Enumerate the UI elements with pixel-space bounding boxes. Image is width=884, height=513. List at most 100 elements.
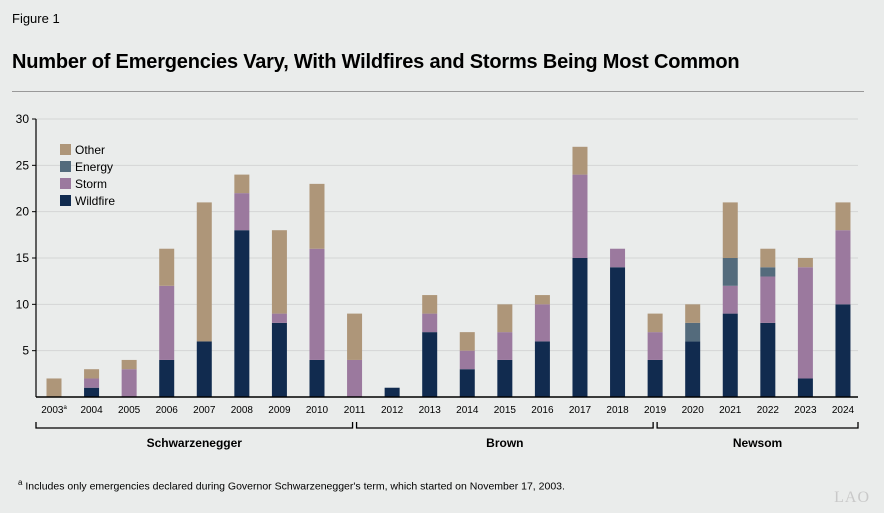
x-tick-label: 2022 <box>757 405 780 416</box>
bar-other-2003 <box>46 378 62 397</box>
y-tick-label: 30 <box>16 112 30 126</box>
bar-storm-2019 <box>647 332 663 360</box>
bar-wildfire-2008 <box>234 230 250 397</box>
bar-other-2016 <box>534 295 550 305</box>
x-tick-label: 2016 <box>531 405 554 416</box>
bar-storm-2016 <box>534 304 550 342</box>
footnote-text: Includes only emergencies declared durin… <box>25 480 565 493</box>
bar-wildfire-2018 <box>610 267 626 397</box>
bar-wildfire-2012 <box>384 387 400 397</box>
bar-other-2011 <box>347 313 363 360</box>
x-tick-label: 2021 <box>719 405 742 416</box>
bar-wildfire-2010 <box>309 359 325 397</box>
bar-storm-2011 <box>347 359 363 397</box>
bar-wildfire-2016 <box>534 341 550 397</box>
group-label-schwarzenegger: Schwarzenegger <box>147 436 243 450</box>
x-tick-label: 2003a <box>41 405 67 416</box>
bar-wildfire-2009 <box>271 322 287 397</box>
bar-wildfire-2019 <box>647 359 663 397</box>
x-tick-label: 2017 <box>569 405 592 416</box>
bar-other-2004 <box>84 369 100 379</box>
x-tick-label: 2011 <box>344 405 366 416</box>
footnote-marker: a <box>18 478 23 487</box>
x-tick-label: 2010 <box>306 405 329 416</box>
y-tick-label: 15 <box>16 251 30 265</box>
bar-energy-2021 <box>722 258 738 286</box>
x-tick-label: 2015 <box>494 405 517 416</box>
bar-other-2019 <box>647 313 663 333</box>
x-tick-label: 2024 <box>832 405 855 416</box>
bar-other-2013 <box>422 295 438 314</box>
y-tick-label: 5 <box>22 344 29 358</box>
x-tick-label: 2012 <box>381 405 404 416</box>
x-tick-label: 2007 <box>193 405 216 416</box>
bar-storm-2023 <box>797 267 813 379</box>
bar-storm-2018 <box>610 248 626 268</box>
bar-wildfire-2024 <box>835 304 851 397</box>
bar-other-2017 <box>572 146 588 175</box>
group-bracket <box>656 422 859 429</box>
legend-swatch-wildfire <box>60 195 71 206</box>
bar-other-2009 <box>271 230 287 314</box>
bar-energy-2020 <box>685 322 701 342</box>
x-tick-label: 2018 <box>606 405 629 416</box>
legend-label-other: Other <box>75 143 105 157</box>
x-tick-label: 2023 <box>794 405 817 416</box>
bar-storm-2024 <box>835 230 851 305</box>
bar-storm-2006 <box>159 285 175 360</box>
x-tick-label: 2014 <box>456 405 479 416</box>
x-tick-label: 2008 <box>231 405 254 416</box>
y-tick-label: 20 <box>16 205 30 219</box>
lao-logo: LAO <box>834 489 870 506</box>
bar-wildfire-2013 <box>422 332 438 397</box>
x-tick-label: 2009 <box>268 405 291 416</box>
bar-storm-2015 <box>497 332 513 360</box>
bar-storm-2013 <box>422 313 438 333</box>
bar-storm-2004 <box>84 378 100 388</box>
x-tick-label: 2006 <box>156 405 179 416</box>
bar-storm-2014 <box>459 350 475 370</box>
bar-wildfire-2004 <box>84 387 100 397</box>
bar-storm-2017 <box>572 174 588 258</box>
bar-other-2024 <box>835 202 851 231</box>
bar-wildfire-2021 <box>722 313 738 397</box>
bar-wildfire-2006 <box>159 359 175 397</box>
group-bracket <box>355 422 654 429</box>
bar-other-2023 <box>797 258 813 268</box>
x-tick-label: 2004 <box>80 405 103 416</box>
title-divider <box>12 91 864 92</box>
chart: 5 10 15 20 25 30 2003a 2004 2005 2006 2007 2008 2009… <box>16 112 859 450</box>
legend-swatch-storm <box>60 178 71 189</box>
bar-wildfire-2023 <box>797 378 813 397</box>
bar-storm-2009 <box>271 313 287 323</box>
bar-storm-2022 <box>760 276 776 323</box>
bar-storm-2021 <box>722 285 738 314</box>
group-label-newsom: Newsom <box>733 436 782 450</box>
bar-wildfire-2007 <box>196 341 212 397</box>
bar-wildfire-2015 <box>497 359 513 397</box>
bar-energy-2022 <box>760 267 776 277</box>
bar-other-2007 <box>196 202 212 342</box>
bar-other-2021 <box>722 202 738 258</box>
bar-other-2015 <box>497 304 513 333</box>
x-tick-label: 2019 <box>644 405 667 416</box>
bar-storm-2008 <box>234 193 250 231</box>
bar-other-2022 <box>760 248 776 268</box>
bar-wildfire-2014 <box>459 369 475 397</box>
figure-label: Figure 1 <box>12 11 60 26</box>
x-tick-label: 2005 <box>118 405 141 416</box>
bar-storm-2010 <box>309 248 325 360</box>
legend-swatch-energy <box>60 161 71 172</box>
bar-other-2008 <box>234 174 250 194</box>
chart-title: Number of Emergencies Vary, With Wildfir… <box>12 51 740 73</box>
bar-other-2005 <box>121 359 137 370</box>
bar-other-2010 <box>309 183 325 249</box>
footnote: a Includes only emergencies declared dur… <box>18 478 565 493</box>
y-tick-label: 10 <box>16 297 30 311</box>
bar-storm-2005 <box>121 369 137 397</box>
legend-swatch-other <box>60 144 71 155</box>
x-tick-label: 2020 <box>682 405 705 416</box>
group-label-brown: Brown <box>486 436 523 450</box>
legend-label-wildfire: Wildfire <box>75 194 115 208</box>
